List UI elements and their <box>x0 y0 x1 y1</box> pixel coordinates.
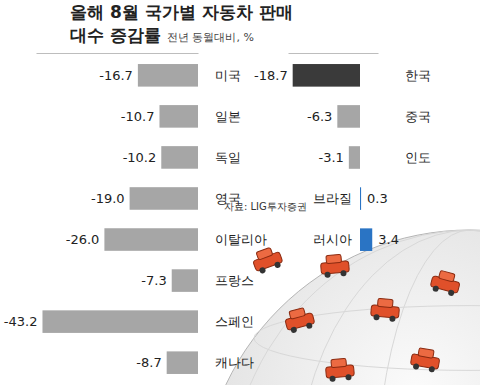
globe-parallel <box>254 306 480 371</box>
car-wheel <box>389 315 396 322</box>
category-label: 미국 <box>215 68 241 83</box>
bar <box>42 310 198 333</box>
car-wheel <box>274 261 282 269</box>
x-axis <box>289 53 379 54</box>
panel: -16.7 -10.7 -10.2 -19.0 -26.0 -7.3 -43.2 -8.7 미국… <box>4 54 267 374</box>
chart-title-line: 올해 8월 국가별 자동차 판매 <box>70 2 293 22</box>
labels: -16.7 -10.7 -10.2 -19.0 -26.0 -7.3 -43.2 -8.7 미국… <box>4 68 267 370</box>
globe <box>200 230 480 385</box>
x-axis-line <box>289 53 379 54</box>
bars <box>293 64 373 251</box>
category-label: 한국 <box>405 68 431 83</box>
data-label: -16.7 <box>99 68 133 83</box>
data-label: -3.1 <box>318 150 343 165</box>
data-label: -10.2 <box>123 150 157 165</box>
source-note: 자료: LIG투자증권 <box>224 201 307 212</box>
car-wheel <box>448 289 455 296</box>
x-axis-line <box>37 53 199 54</box>
category-label: 브라질 <box>313 191 352 206</box>
chart-root: -16.7 -10.7 -10.2 -19.0 -26.0 -7.3 -43.2 -8.7 미국… <box>0 0 480 385</box>
panel: -18.7 -6.3 -3.1 0.3 3.4 한국중국인도브라질러시아 <box>254 54 431 251</box>
car-icon <box>320 254 350 278</box>
category-label: 프랑스 <box>215 273 254 288</box>
car-icon <box>283 306 316 334</box>
data-label: 3.4 <box>378 232 399 247</box>
data-label: -26.0 <box>66 232 100 247</box>
bar <box>161 146 198 169</box>
data-label: -8.7 <box>136 355 161 370</box>
bar <box>104 228 198 251</box>
data-label: -43.2 <box>4 314 38 329</box>
car-wheel <box>306 322 313 329</box>
bars <box>42 64 198 374</box>
bar <box>293 64 360 87</box>
data-label: 0.3 <box>367 191 388 206</box>
bar <box>138 64 198 87</box>
car-icon <box>410 347 441 374</box>
car-wheel <box>329 375 336 382</box>
car-top <box>418 348 434 358</box>
category-label: 일본 <box>215 109 241 124</box>
data-label: -6.3 <box>307 109 332 124</box>
globe-meridian <box>376 230 480 385</box>
category-label: 독일 <box>215 150 241 165</box>
car-top <box>331 358 347 367</box>
category-label: 캐나다 <box>215 355 254 370</box>
data-label: -18.7 <box>254 68 288 83</box>
car-top <box>289 308 306 320</box>
bar <box>349 146 360 169</box>
car-icon <box>250 245 284 275</box>
bar <box>172 269 198 292</box>
chart-title: 올해 8월 국가별 자동차 판매대수 증감률 <box>70 2 293 45</box>
car-top <box>377 298 393 307</box>
chart-title-line: 대수 증감률 <box>70 25 161 45</box>
category-label: 인도 <box>405 150 431 165</box>
car-top <box>439 270 456 282</box>
category-label: 이탈리아 <box>215 232 267 247</box>
data-label: -7.3 <box>141 273 166 288</box>
data-label: -19.0 <box>91 191 125 206</box>
car-icon <box>325 358 355 382</box>
car-wheel <box>290 326 297 333</box>
bar <box>360 187 361 210</box>
data-label: -10.7 <box>121 109 155 124</box>
car-icon <box>429 269 462 297</box>
category-label: 스페인 <box>215 314 254 329</box>
globe-meridian <box>227 230 480 385</box>
car-wheel <box>340 270 347 277</box>
bar <box>337 105 360 128</box>
car-wheel <box>345 374 352 381</box>
car-icon <box>370 298 400 322</box>
category-label: 러시아 <box>313 232 352 247</box>
car-wheel <box>373 314 380 321</box>
labels: -18.7 -6.3 -3.1 0.3 3.4 한국중국인도브라질러시아 <box>254 68 431 247</box>
chart-subtitle: 전년 동월대비, % <box>167 31 254 44</box>
bar <box>360 228 372 251</box>
car-top <box>326 254 342 263</box>
car-wheel <box>432 285 439 292</box>
x-axis <box>37 53 199 54</box>
car-wheel <box>259 267 267 275</box>
bar <box>167 351 198 374</box>
bar <box>159 105 198 128</box>
car-wheel <box>428 366 435 373</box>
car-wheel <box>413 363 420 370</box>
bar <box>130 187 198 210</box>
globe-decoration <box>200 230 480 385</box>
car-wheel <box>324 271 331 278</box>
category-label: 중국 <box>405 109 431 124</box>
car-top <box>256 247 273 260</box>
